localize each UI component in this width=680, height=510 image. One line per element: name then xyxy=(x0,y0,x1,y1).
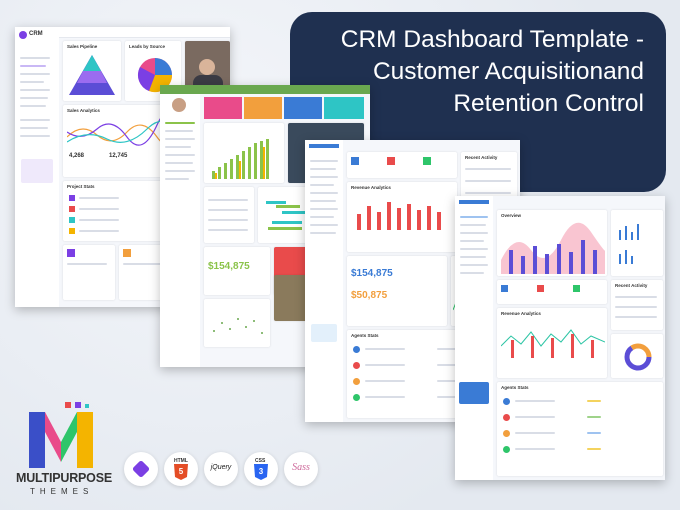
card-title: Leads by Source xyxy=(129,44,166,49)
brand-logo xyxy=(29,402,93,468)
css-icon: CSS 3 xyxy=(244,452,278,486)
sidebar xyxy=(455,196,493,480)
title-line: Retention Control xyxy=(453,90,644,117)
sidebar xyxy=(160,94,200,367)
card-title: Project Stats xyxy=(67,184,95,189)
tech-label: Sass xyxy=(292,462,310,473)
card xyxy=(204,123,284,183)
card: Overview xyxy=(497,210,607,276)
sass-icon: Sass xyxy=(284,452,318,486)
jquery-icon: jQuery xyxy=(204,452,238,486)
card-title: Revenue Analytics xyxy=(501,311,541,316)
card-title: Overview xyxy=(501,213,522,218)
title-line: CRM Dashboard Template - xyxy=(340,26,644,53)
brand-tagline: THEMES xyxy=(30,487,94,496)
card-title: Recent Activity xyxy=(465,155,498,160)
tech-label: jQuery xyxy=(210,464,232,471)
card: Revenue Analytics xyxy=(347,182,457,252)
brand-name: MULTIPURPOSE xyxy=(16,471,112,485)
tech-label: CSS xyxy=(255,458,266,464)
logo-text: CRM xyxy=(29,31,43,37)
svg-text:3: 3 xyxy=(259,467,264,476)
card-title: Sales Pipeline xyxy=(67,44,98,49)
html-icon: HTML 5 xyxy=(164,452,198,486)
tech-label: HTML xyxy=(174,458,188,464)
svg-text:5: 5 xyxy=(179,467,184,476)
screen-4: Overview Recent Activity Revenue Analyti… xyxy=(455,196,665,480)
sidebar xyxy=(305,140,343,422)
card xyxy=(497,280,607,304)
card: Project Stats xyxy=(63,181,163,241)
card xyxy=(611,210,663,276)
card xyxy=(63,245,115,300)
sidebar: CRM xyxy=(15,27,59,307)
card: Sales Pipeline xyxy=(63,41,121,101)
stat: $50,875 xyxy=(351,290,388,301)
bootstrap-icon xyxy=(124,452,158,486)
card-title: Sales Analytics xyxy=(67,108,100,113)
photo-card xyxy=(274,275,310,321)
card-title: Revenue Analytics xyxy=(351,185,391,190)
card: Revenue Analytics xyxy=(497,308,607,378)
stat: $154,875 xyxy=(351,268,393,279)
card: Recent Activity xyxy=(611,280,663,330)
title-line: Customer Acquisitionand xyxy=(372,58,644,85)
card xyxy=(611,334,663,378)
card-title: Recent Activity xyxy=(615,283,648,288)
card: Leads by Source xyxy=(125,41,181,101)
card xyxy=(204,299,270,347)
card-title: Agents Stats xyxy=(501,385,529,390)
card xyxy=(204,187,254,243)
card: Agents Stats xyxy=(497,382,663,476)
card: $154,875 $50,875 xyxy=(347,256,447,326)
stat: $154,875 xyxy=(208,261,250,272)
card: $154,875 xyxy=(204,247,270,295)
card-title: Agents Stats xyxy=(351,333,379,338)
stat: 12,745 xyxy=(109,153,128,159)
card xyxy=(347,152,457,178)
stat: 4,268 xyxy=(69,153,85,159)
